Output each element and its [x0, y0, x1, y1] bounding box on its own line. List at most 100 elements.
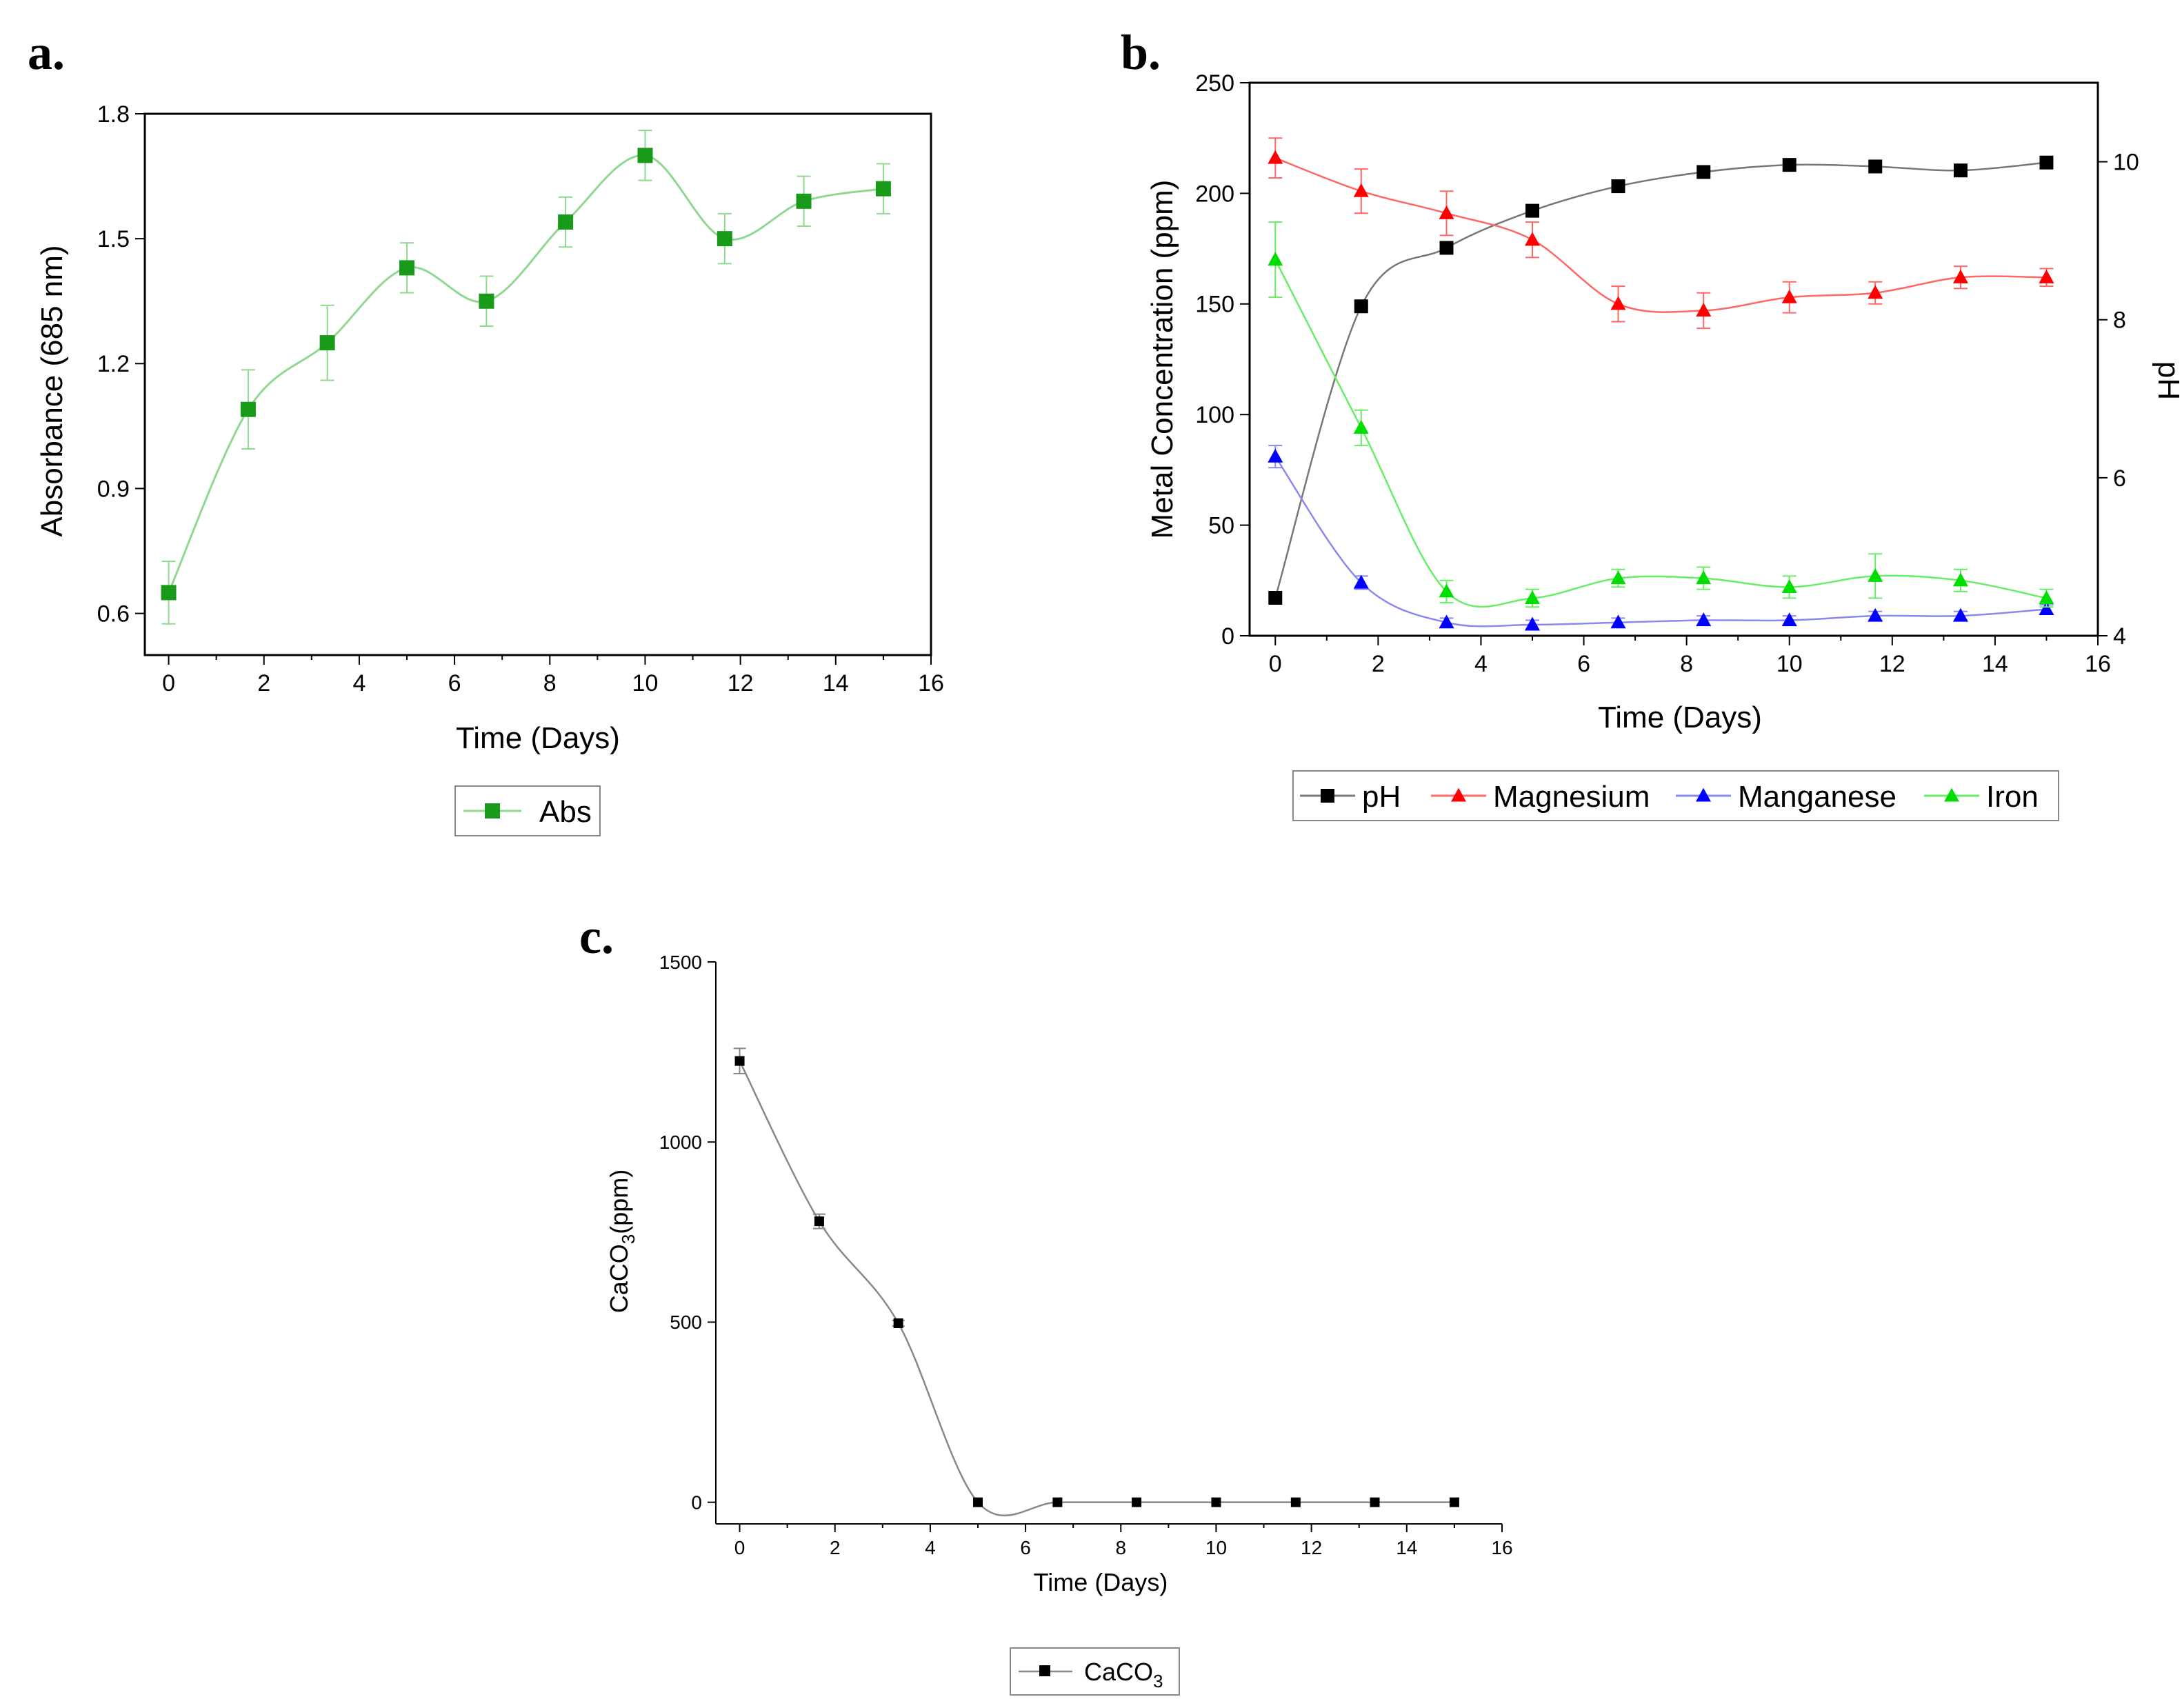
panel-a-legend-label: Abs	[539, 795, 592, 829]
panel-b-y-tick-label: 50	[1208, 513, 1234, 539]
panel-c-caco3-point	[814, 1216, 824, 1227]
panel-a-abs-line	[168, 154, 884, 594]
panel-c-y-axis-title-tail: (ppm)	[605, 1169, 633, 1234]
panel-b-manganese-point	[1952, 607, 1968, 622]
panel-c-legend-label-sub: 3	[1153, 1671, 1163, 1691]
panel-a-y-tick-label: 0.9	[97, 476, 130, 502]
panel-b-manganese-point	[1525, 616, 1540, 631]
panel-b-manganese-point	[1781, 612, 1797, 627]
panel-c-legend: CaCO3	[1010, 1647, 1180, 1696]
panel-b-iron-point	[1868, 567, 1883, 582]
panel-c-x-tick-label: 14	[1396, 1537, 1417, 1558]
panel-b-iron-point	[1952, 572, 1968, 587]
panel-c-x-tick-label: 6	[1020, 1537, 1031, 1558]
panel-a-y-axis-title: Absorbance (685 nm)	[35, 245, 69, 536]
panel-b-legend-marker	[1321, 789, 1334, 803]
panel-b: b. 0 2 4 6 8 10 12 14 16 0 50 100 150 200 250 4 6 8 10 T…	[1121, 25, 2182, 821]
panel-c-y-axis-title-sub: 3	[618, 1234, 639, 1244]
panel-a: a. 0 2 4 6 8 10 12 14 16 0.6 0.9 1.2 1.5 1.8 Time (D…	[28, 25, 944, 836]
panel-c-x-axis-title: Time (Days)	[1034, 1568, 1168, 1596]
panel-b-magnesium-point	[1610, 296, 1626, 310]
panel-c-y-tick-label: 0	[691, 1491, 702, 1513]
panel-b-manganese-point	[1353, 574, 1369, 589]
panel-a-abs-point	[319, 335, 335, 351]
panel-c-legend-marker	[1039, 1665, 1050, 1676]
panel-a-y-tick-label: 1.5	[97, 226, 130, 252]
panel-b-ph-point	[1525, 203, 1539, 218]
panel-b-legend-label: Iron	[1986, 780, 2039, 814]
panel-b-magnesium-point	[1439, 205, 1454, 219]
panel-a-x-tick-label: 12	[728, 670, 754, 696]
panel-b-ph-point	[1782, 158, 1796, 172]
panel-b-magnesium-point	[1696, 303, 1712, 317]
panel-b-ph-point	[2039, 155, 2054, 170]
panel-b-legend-marker	[1944, 787, 1959, 802]
panel-b-iron-point	[1781, 579, 1797, 593]
panel-a-abs-point	[240, 401, 256, 417]
panel-b-left-y-axis: 0 50 100 150 200 250	[1195, 70, 1250, 650]
panel-b-y-tick-label: 150	[1195, 292, 1234, 318]
panel-a-abs-point	[717, 231, 732, 247]
panel-a-legend-marker	[485, 803, 500, 818]
panel-b-x-tick-label: 12	[1879, 651, 1905, 677]
panel-b-x-axis: 0 2 4 6 8 10 12 14 16	[1269, 636, 2111, 677]
panel-b-right-y-axis-title: pH	[2152, 361, 2182, 400]
panel-a-label: a.	[28, 25, 65, 80]
panel-b-y2-tick-label: 8	[2113, 308, 2126, 334]
panel-a-x-tick-label: 2	[257, 670, 270, 696]
panel-b-iron-point	[1353, 420, 1369, 434]
panel-c-x-tick-label: 2	[830, 1537, 841, 1558]
panel-b-legend-label: Manganese	[1738, 780, 1896, 814]
panel-b-x-tick-label: 8	[1680, 651, 1693, 677]
panel-b-y-tick-label: 200	[1195, 181, 1234, 207]
panel-b-y-axis-title: Metal Concentration (ppm)	[1145, 180, 1179, 539]
panel-b-manganese-point	[1696, 612, 1712, 627]
panel-a-abs-point	[399, 260, 414, 276]
panel-b-iron-point	[1439, 583, 1454, 598]
panel-a-y-tick-label: 1.8	[97, 101, 130, 128]
panel-b-manganese-point	[1868, 607, 1883, 622]
panel-b-x-tick-label: 16	[2085, 651, 2111, 677]
panel-b-x-tick-label: 14	[1982, 651, 2008, 677]
panel-c-legend-label: CaCO3	[1084, 1658, 1163, 1691]
panel-b-x-tick-label: 4	[1474, 651, 1488, 677]
panel-a-y-tick-label: 1.2	[97, 351, 130, 377]
panel-a-x-axis-title: Time (Days)	[456, 721, 620, 755]
panel-b-y2-tick-label: 10	[2113, 149, 2139, 175]
panel-a-abs-point	[796, 193, 812, 209]
panel-b-manganese-point	[2039, 601, 2054, 616]
panel-b-y2-tick-label: 6	[2113, 465, 2126, 492]
panel-b-magnesium-point	[1781, 289, 1797, 303]
panel-b-y-tick-label: 250	[1195, 70, 1234, 97]
panel-a-x-tick-label: 8	[543, 670, 557, 696]
panel-b-y2-tick-label: 4	[2113, 623, 2126, 650]
panel-a-abs-point	[479, 293, 494, 309]
panel-a-x-tick-label: 4	[352, 670, 366, 696]
panel-a-x-axis: 0 2 4 6 8 10 12 14 16	[162, 655, 944, 696]
panel-a-x-tick-label: 0	[162, 670, 175, 696]
panel-c-caco3-point	[1211, 1497, 1221, 1507]
panel-b-x-tick-label: 2	[1372, 651, 1385, 677]
panel-b-ph-point	[1611, 179, 1625, 194]
panel-b-ph-point	[1868, 159, 1883, 174]
panel-b-magnesium-point	[1525, 232, 1540, 246]
panel-c-y-axis-title-main: CaCO	[605, 1244, 633, 1313]
panel-b-iron-point	[1268, 252, 1283, 266]
panel-c-caco3-point	[734, 1056, 745, 1066]
panel-a-plot-area	[161, 130, 891, 625]
panel-a-abs-point	[637, 148, 653, 163]
panel-b-magnesium-point	[1868, 285, 1883, 299]
panel-c-caco3-point	[1370, 1497, 1380, 1507]
panel-c-x-tick-label: 4	[925, 1537, 936, 1558]
panel-c-x-tick-label: 10	[1205, 1537, 1227, 1558]
panel-b-legend-label: Magnesium	[1493, 780, 1650, 814]
panel-b-ph-point	[1439, 241, 1454, 255]
panel-c-caco3-point	[973, 1497, 983, 1507]
panel-c-label: c.	[579, 909, 614, 964]
panel-a-x-tick-label: 10	[632, 670, 659, 696]
panel-c-y-tick-label: 1500	[659, 952, 702, 973]
panel-b-magnesium-point	[1952, 269, 1968, 283]
panel-b-x-tick-label: 0	[1269, 651, 1282, 677]
panel-c-y-tick-label: 1000	[659, 1132, 702, 1153]
panel-b-y-tick-label: 100	[1195, 402, 1234, 428]
